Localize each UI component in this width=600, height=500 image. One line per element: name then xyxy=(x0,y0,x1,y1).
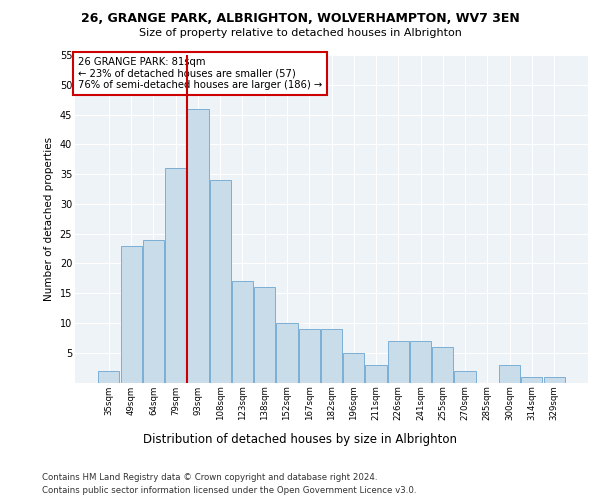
Bar xyxy=(544,376,565,382)
Bar xyxy=(410,341,431,382)
Bar xyxy=(299,329,320,382)
Bar xyxy=(321,329,342,382)
Text: Size of property relative to detached houses in Albrighton: Size of property relative to detached ho… xyxy=(139,28,461,38)
Bar xyxy=(232,282,253,382)
Y-axis label: Number of detached properties: Number of detached properties xyxy=(44,136,54,301)
Text: 26, GRANGE PARK, ALBRIGHTON, WOLVERHAMPTON, WV7 3EN: 26, GRANGE PARK, ALBRIGHTON, WOLVERHAMPT… xyxy=(80,12,520,26)
Bar xyxy=(499,364,520,382)
Text: 26 GRANGE PARK: 81sqm
← 23% of detached houses are smaller (57)
76% of semi-deta: 26 GRANGE PARK: 81sqm ← 23% of detached … xyxy=(77,56,322,90)
Bar xyxy=(343,352,364,382)
Bar xyxy=(521,376,542,382)
Bar xyxy=(143,240,164,382)
Bar xyxy=(432,347,454,382)
Bar xyxy=(121,246,142,382)
Bar xyxy=(98,370,119,382)
Bar xyxy=(187,108,209,382)
Bar xyxy=(365,364,386,382)
Bar xyxy=(165,168,186,382)
Text: Contains public sector information licensed under the Open Government Licence v3: Contains public sector information licen… xyxy=(42,486,416,495)
Bar xyxy=(454,370,476,382)
Bar xyxy=(209,180,231,382)
Bar xyxy=(388,341,409,382)
Text: Contains HM Land Registry data © Crown copyright and database right 2024.: Contains HM Land Registry data © Crown c… xyxy=(42,472,377,482)
Text: Distribution of detached houses by size in Albrighton: Distribution of detached houses by size … xyxy=(143,432,457,446)
Bar xyxy=(277,323,298,382)
Bar xyxy=(254,287,275,382)
